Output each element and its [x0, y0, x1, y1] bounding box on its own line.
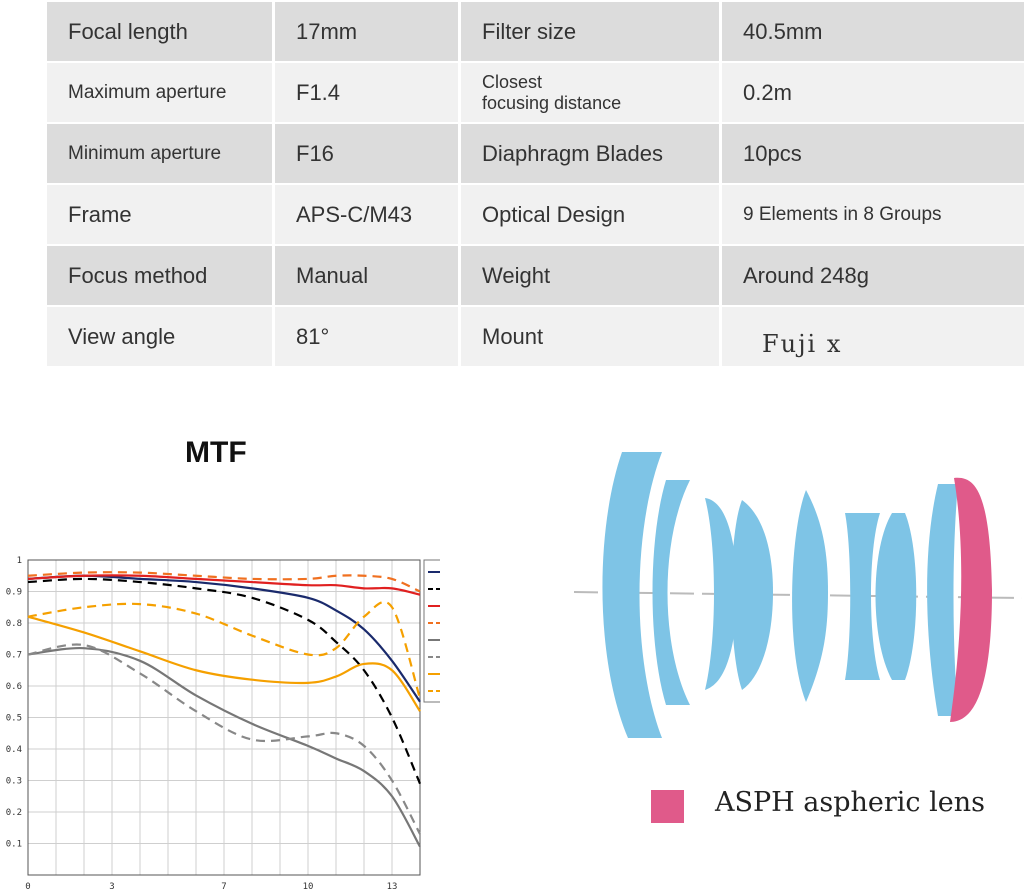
series-line	[27, 577, 422, 785]
spec-value: Fuji x	[722, 307, 1024, 366]
y-tick-label: 0.9	[6, 588, 22, 598]
x-tick-label: 13	[387, 882, 398, 892]
y-tick-label: 0.7	[6, 651, 22, 661]
spec-value: APS-C/M43	[275, 185, 458, 244]
x-tick-label: 10	[303, 882, 314, 892]
spec-row: Focal length 17mm Filter size 40.5mm	[47, 2, 1024, 61]
spec-label: Maximum aperture	[47, 63, 272, 122]
lens-element	[927, 484, 958, 716]
spec-row: Focus method Manual Weight Around 248g	[47, 246, 1024, 305]
spec-value: 81°	[275, 307, 458, 366]
spec-label-line1: Closest	[482, 71, 543, 92]
lens-element	[705, 498, 738, 690]
spec-label: Focus method	[47, 246, 272, 305]
spec-value: 0.2m	[722, 63, 1024, 122]
plot-frame	[27, 559, 421, 876]
series-line	[27, 647, 421, 848]
spec-row: Maximum aperture F1.4 Closest focusing d…	[47, 63, 1024, 122]
spec-label: View angle	[47, 307, 272, 366]
spec-value: 10pcs	[722, 124, 1024, 183]
series-line	[27, 615, 421, 712]
series-line	[27, 574, 421, 596]
y-tick-label: 0.4	[6, 745, 22, 755]
x-tick-label: 0	[25, 882, 30, 892]
y-tick-label: 0.1	[6, 840, 22, 850]
spec-label: Filter size	[461, 2, 719, 61]
x-tick-label: 3	[109, 882, 114, 892]
lens-element	[792, 490, 828, 702]
lens-element	[845, 513, 880, 680]
spec-value: 40.5mm	[722, 2, 1024, 61]
spec-label: Focal length	[47, 2, 272, 61]
spec-value: F1.4	[275, 63, 458, 122]
spec-value: 17mm	[275, 2, 458, 61]
aspheric-lens-element	[950, 477, 992, 722]
series-line	[27, 574, 421, 703]
mtf-title: MTF	[185, 436, 247, 469]
spec-label: Minimum aperture	[47, 124, 272, 183]
y-tick-label: 1	[17, 556, 22, 566]
y-tick-label: 0.8	[6, 619, 22, 629]
spec-label: Mount	[461, 307, 719, 366]
legend-box	[423, 559, 440, 703]
spec-row: Frame APS-C/M43 Optical Design 9 Element…	[47, 185, 1024, 244]
mtf-chart: 0.10.20.30.40.50.60.70.80.910371013S10_F…	[6, 556, 440, 892]
spec-table: Focal length 17mm Filter size 40.5mm Max…	[47, 2, 1024, 368]
spec-label: Optical Design	[461, 185, 719, 244]
aspheric-legend-swatch	[651, 790, 684, 823]
spec-value: 9 Elements in 8 Groups	[722, 185, 1024, 244]
spec-row: View angle 81° Mount Fuji x	[47, 307, 1024, 366]
aspheric-legend-label: ASPH aspheric lens	[715, 787, 985, 818]
spec-value: Manual	[275, 246, 458, 305]
series-line	[27, 571, 421, 593]
spec-row: Minimum aperture F16 Diaphragm Blades 10…	[47, 124, 1024, 183]
spec-label: Diaphragm Blades	[461, 124, 719, 183]
spec-label: Frame	[47, 185, 272, 244]
lens-element	[875, 513, 917, 680]
spec-label: Weight	[461, 246, 719, 305]
x-tick-label: 7	[221, 882, 226, 892]
lens-element	[731, 500, 773, 690]
lens-element	[652, 480, 690, 705]
lens-diagram	[573, 452, 1023, 738]
spec-label-line2: focusing distance	[482, 92, 622, 113]
lens-element	[602, 452, 662, 738]
spec-label: Closest focusing distance	[461, 63, 719, 122]
spec-value: F16	[275, 124, 458, 183]
y-tick-label: 0.6	[6, 682, 22, 692]
series-line	[27, 643, 421, 835]
y-tick-label: 0.2	[6, 808, 22, 818]
y-tick-label: 0.3	[6, 777, 22, 787]
spec-value: Around 248g	[722, 246, 1024, 305]
y-tick-label: 0.5	[6, 714, 22, 724]
